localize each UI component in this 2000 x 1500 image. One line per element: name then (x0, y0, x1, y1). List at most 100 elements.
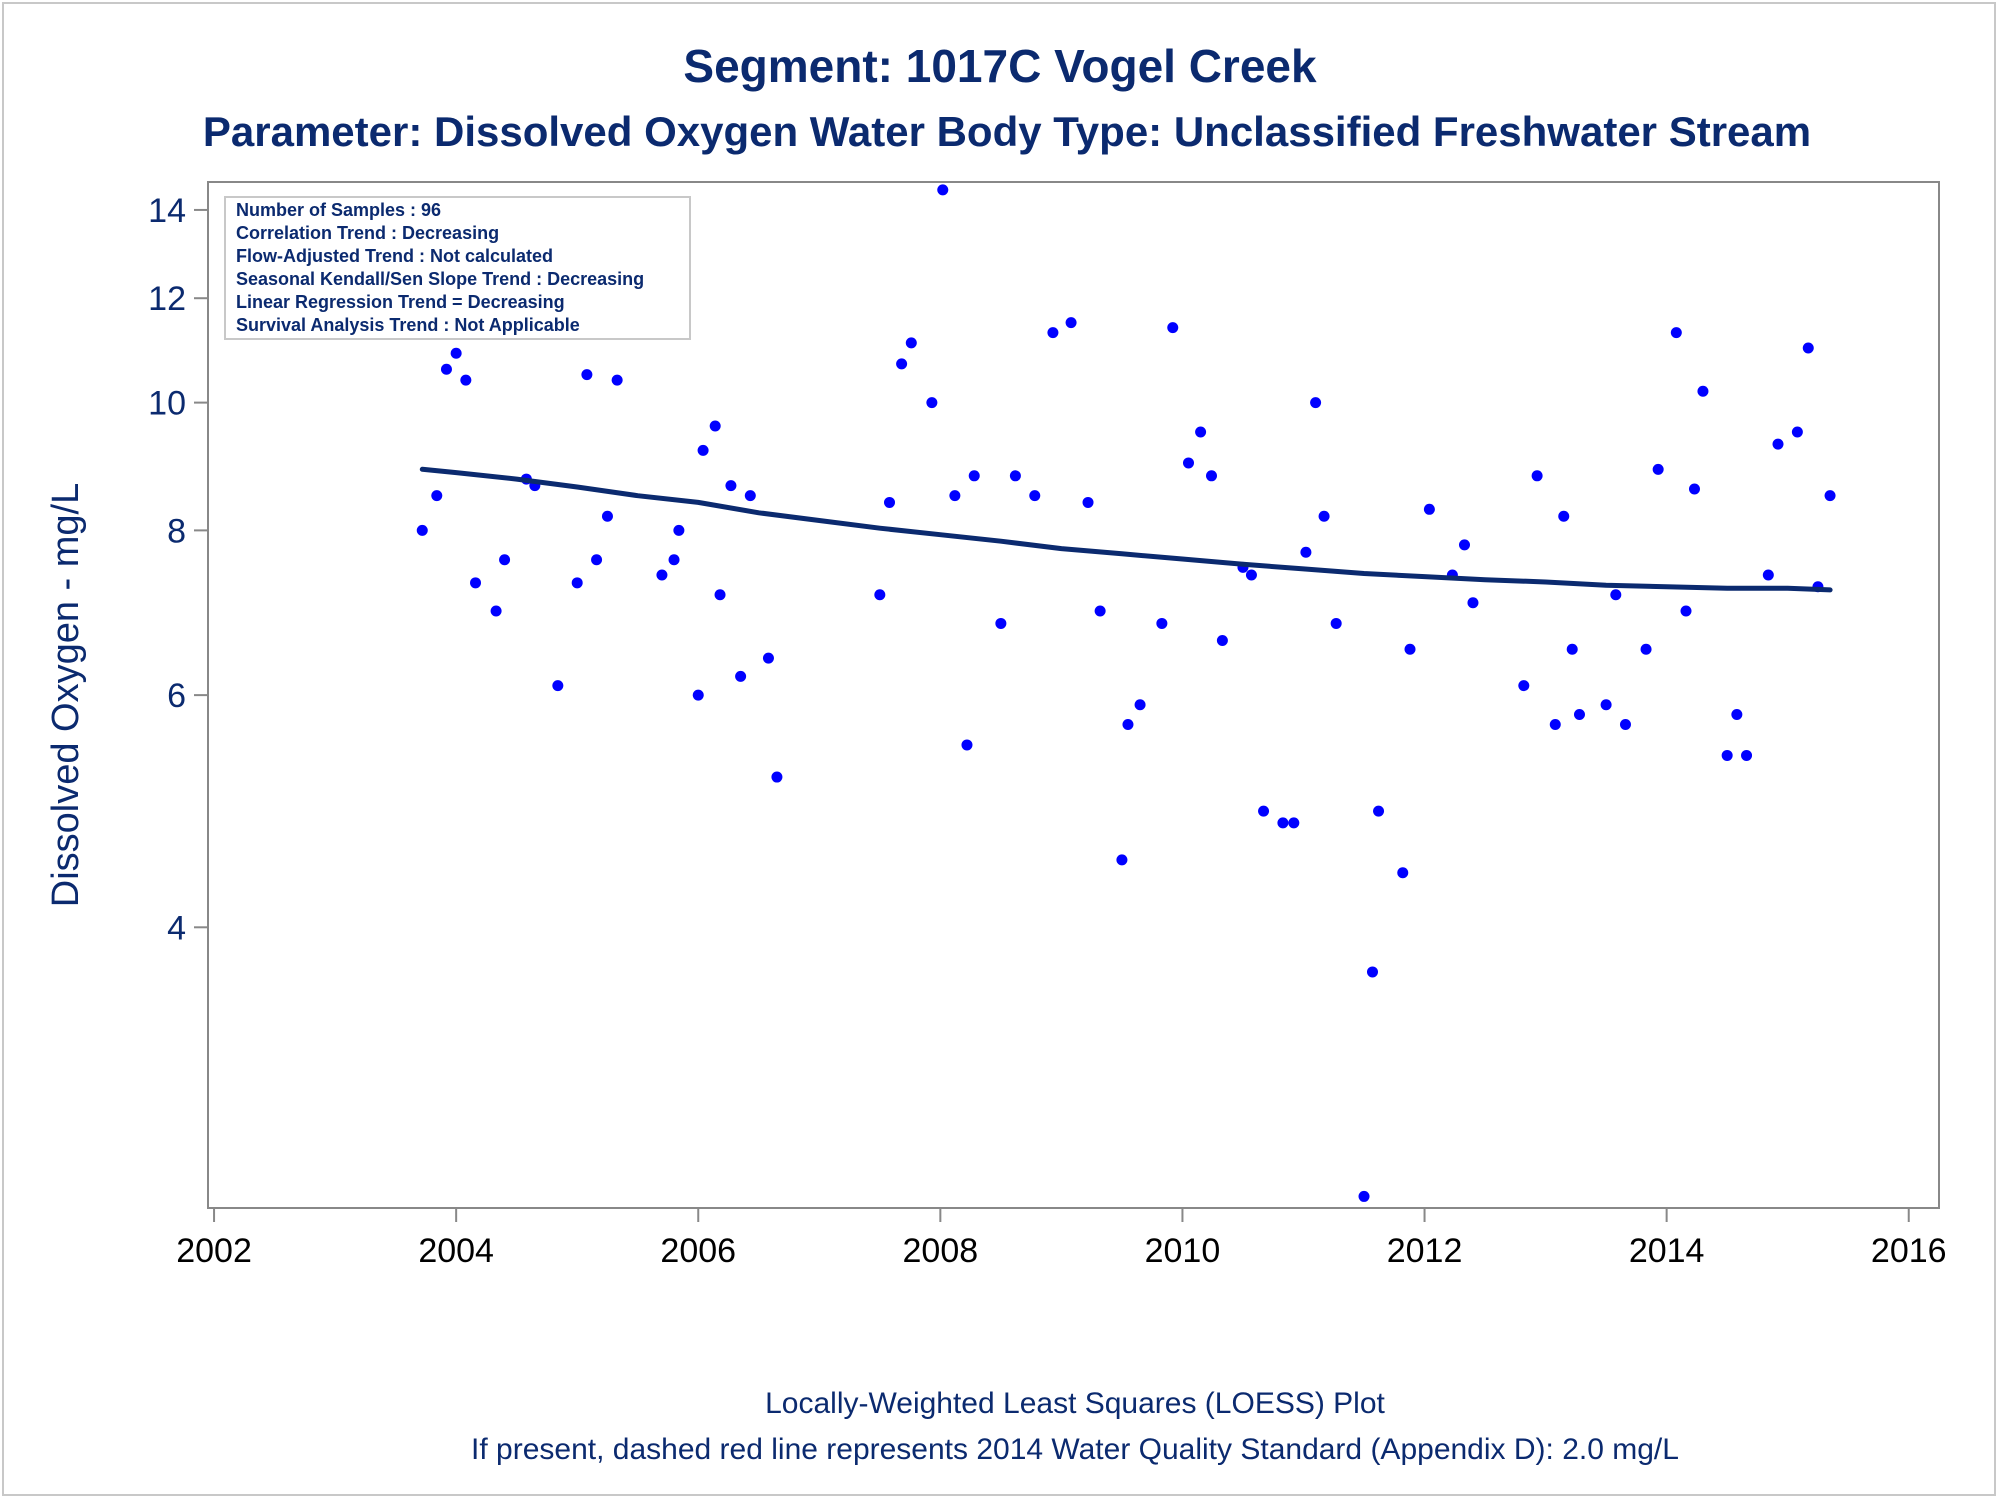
data-point (1195, 426, 1207, 438)
data-point (1318, 510, 1330, 522)
data-point (1518, 680, 1530, 692)
data-point (1721, 749, 1733, 761)
data-point (656, 569, 668, 581)
stats-box: Number of Samples : 96 Correlation Trend… (224, 196, 691, 340)
data-point (1094, 605, 1106, 617)
data-point (1029, 490, 1041, 502)
data-point (450, 347, 462, 359)
x-tick-label: 2010 (1145, 1232, 1221, 1270)
data-point (581, 369, 593, 381)
data-point (744, 490, 756, 502)
x-tick-label: 2002 (176, 1232, 252, 1270)
stats-line: Linear Regression Trend = Decreasing (236, 292, 565, 312)
data-point (762, 652, 774, 664)
data-point (440, 363, 452, 375)
data-point (1731, 709, 1743, 721)
x-tick-label: 2004 (418, 1232, 494, 1270)
data-point (692, 689, 704, 701)
data-point (1680, 605, 1692, 617)
data-point (431, 490, 443, 502)
loess-line (419, 466, 1833, 593)
y-tick-label: 10 (148, 385, 186, 423)
data-point (1082, 496, 1094, 508)
data-point (1116, 854, 1128, 866)
data-point (1047, 327, 1059, 339)
data-point (1156, 617, 1168, 629)
data-point (611, 374, 623, 386)
data-point (1065, 317, 1077, 329)
data-point (1600, 699, 1612, 711)
data-point (874, 589, 886, 601)
x-tick-label: 2016 (1871, 1232, 1947, 1270)
data-point (1310, 397, 1322, 409)
data-point (668, 554, 680, 566)
data-point (1397, 867, 1409, 879)
data-point (1358, 1190, 1370, 1202)
x-tick-label: 2014 (1629, 1232, 1705, 1270)
data-point (697, 444, 709, 456)
data-point (1566, 643, 1578, 655)
data-point (1182, 457, 1194, 469)
y-axis-label: Dissolved Oxygen - mg/L (45, 483, 87, 908)
data-point (1373, 805, 1385, 817)
data-point (1573, 709, 1585, 721)
data-point (571, 577, 583, 589)
stats-line: Correlation Trend : Decreasing (236, 223, 499, 243)
data-point (460, 374, 472, 386)
data-point (1549, 718, 1561, 730)
data-point (926, 397, 938, 409)
data-point (1288, 817, 1300, 829)
data-point (1558, 510, 1570, 522)
stats-line: Flow-Adjusted Trend : Not calculated (236, 246, 553, 266)
data-point (995, 617, 1007, 629)
stats-line: Number of Samples : 96 (236, 200, 441, 220)
data-point (1467, 597, 1479, 609)
data-point (896, 358, 908, 370)
data-point (490, 605, 502, 617)
data-point (714, 589, 726, 601)
data-point (1824, 490, 1836, 502)
data-point (1167, 322, 1179, 334)
data-point (499, 554, 511, 566)
data-point (1670, 327, 1682, 339)
data-point (735, 670, 747, 682)
data-point (1258, 805, 1270, 817)
data-point (968, 470, 980, 482)
loess-curve (419, 466, 1833, 593)
data-point (1619, 718, 1631, 730)
data-point (709, 420, 721, 432)
data-point (937, 184, 949, 196)
data-point (961, 739, 973, 751)
data-point (884, 496, 896, 508)
y-tick-label: 14 (148, 192, 186, 230)
data-point (1330, 617, 1342, 629)
data-point (1216, 635, 1228, 647)
y-tick-label: 6 (167, 677, 186, 715)
data-point (552, 680, 564, 692)
y-tick-label: 12 (148, 280, 186, 318)
data-point (1277, 817, 1289, 829)
data-point (1772, 438, 1784, 450)
data-point (1531, 470, 1543, 482)
data-point (591, 554, 603, 566)
data-point (1697, 385, 1709, 397)
data-point (1300, 546, 1312, 558)
data-point (1640, 643, 1652, 655)
data-point (601, 510, 613, 522)
y-tick-label: 4 (167, 909, 186, 947)
chart-title: Segment: 1017C Vogel Creek (683, 40, 1317, 92)
data-point (949, 490, 961, 502)
data-points (416, 184, 1836, 1202)
data-point (725, 480, 737, 492)
stats-line: Survival Analysis Trend : Not Applicable (236, 315, 580, 335)
data-point (905, 337, 917, 349)
data-point (1009, 470, 1021, 482)
stats-box-border (224, 196, 691, 340)
data-point (1458, 539, 1470, 551)
data-point (1610, 589, 1622, 601)
x-tick-label: 2012 (1387, 1232, 1463, 1270)
data-point (1688, 483, 1700, 495)
footnote-loess: Locally-Weighted Least Squares (LOESS) P… (765, 1387, 1385, 1420)
